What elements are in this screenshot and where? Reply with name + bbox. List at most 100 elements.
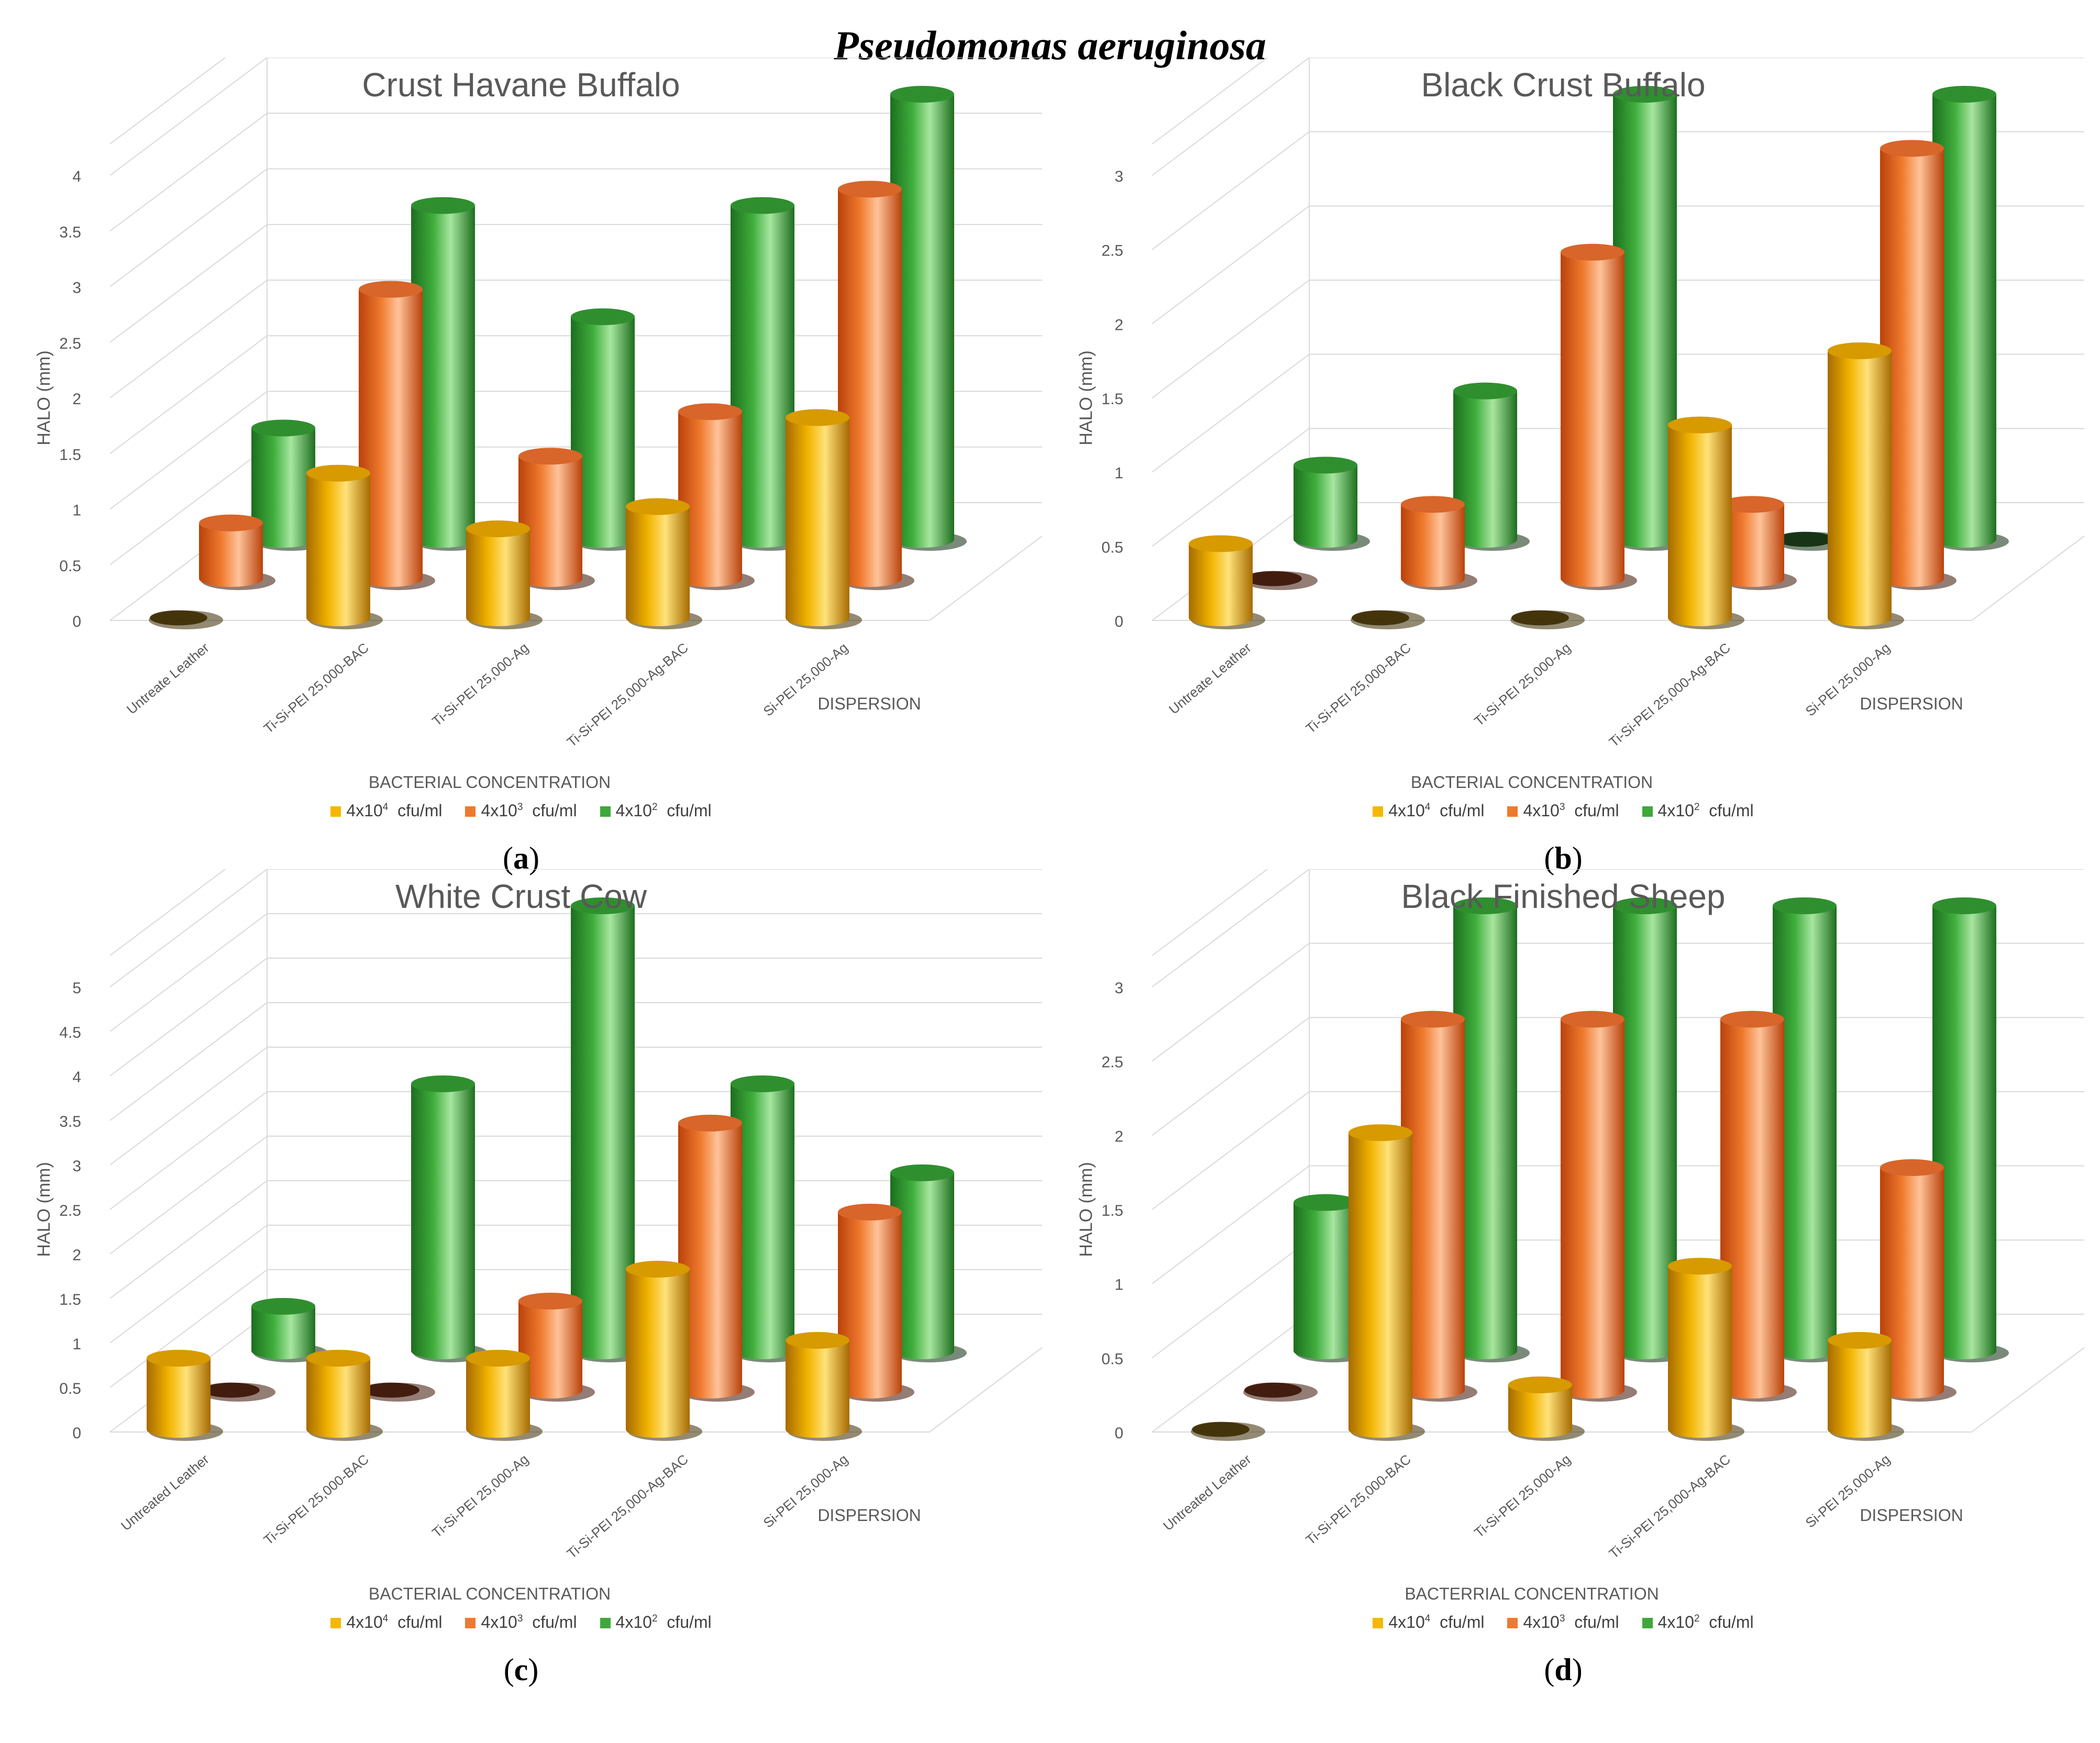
y-tick-label: 0 — [72, 1425, 81, 1442]
legend-base: 4x10 — [346, 801, 383, 820]
bar-c-s3-c2 — [411, 1075, 488, 1362]
legend-item: 4x104 cfu/ml — [330, 801, 442, 820]
bar-d-s1-c3 — [1508, 1376, 1585, 1441]
y-axis-label: HALO (mm) — [34, 350, 54, 445]
bar-d-s2-c4 — [1720, 1011, 1797, 1402]
y-tick-label: 1.5 — [59, 446, 81, 463]
bar-b-s2-c1 — [1243, 571, 1318, 590]
legend-unit: cfu/ml — [1565, 1613, 1619, 1631]
bar-a-s1-c3 — [466, 520, 543, 629]
y-tick-label: 3.5 — [59, 224, 81, 241]
bar-a-s2-c1 — [199, 514, 275, 590]
x-category-label: Ti-Si-PEI 25,000-Ag — [1471, 640, 1574, 729]
panel-label: (c) — [503, 1652, 539, 1687]
depth-axis-label: DISPERSION — [1860, 694, 1963, 713]
y-tick-label: 1.5 — [1101, 391, 1123, 408]
bar-d-s2-c5 — [1880, 1159, 1957, 1402]
legend-exponent: 2 — [651, 1613, 658, 1624]
chart-svg: 0 0.5 1 1.5 2 2.5 3 3.5 4 HALO (mm) Untreate Leath… — [34, 58, 1042, 792]
y-tick-label: 1 — [72, 502, 81, 519]
legend: 4x104 cfu/ml 4x103 cfu/ml 4x102 cfu/ml — [0, 1613, 1042, 1632]
legend-exponent: 4 — [382, 1613, 389, 1624]
bar-b-s3-c2 — [1453, 382, 1530, 551]
chart-panel-c: 0 0.5 1 1.5 2 2.5 3 3.5 4 4.5 5 HALO (mm) Untreated … — [0, 869, 1042, 1707]
legend-unit: cfu/ml — [523, 1613, 577, 1631]
legend-base: 4x10 — [481, 1613, 517, 1631]
panel-label: (d) — [1544, 1652, 1583, 1687]
bar-b-s1-c2 — [1351, 610, 1425, 629]
legend-unit: cfu/ml — [523, 801, 577, 820]
x-category-label: Untreate Leather — [124, 639, 212, 717]
bar-a-s1-c5 — [786, 409, 862, 629]
legend-item: 4x102 cfu/ml — [1642, 1613, 1754, 1632]
legend-unit: cfu/ml — [1565, 801, 1619, 820]
legend-exponent: 4 — [1424, 1613, 1431, 1624]
legend-unit: cfu/ml — [388, 801, 443, 820]
legend-base: 4x10 — [1388, 801, 1425, 820]
x-axis-label: BACTERRIAL CONCENTRATION — [1405, 1584, 1659, 1603]
legend: 4x104 cfu/ml 4x103 cfu/ml 4x102 cfu/ml — [1042, 1613, 2084, 1632]
x-category-label: Ti-Si-PEI 25,000-Ag — [1471, 1451, 1574, 1541]
legend-swatch — [600, 1618, 611, 1628]
bar-c-s2-c4 — [678, 1115, 755, 1402]
legend: 4x104 cfu/ml 4x103 cfu/ml 4x102 cfu/ml — [0, 801, 1042, 820]
legend-swatch — [330, 1618, 341, 1628]
bar-c-s2-c3 — [518, 1293, 595, 1402]
chart-title: Black Finished Sheep — [1401, 878, 1726, 915]
bar-c-s2-c5 — [838, 1204, 914, 1402]
legend: 4x104 cfu/ml 4x103 cfu/ml 4x102 cfu/ml — [1042, 801, 2084, 820]
chart-svg: 0 0.5 1 1.5 2 2.5 3 HALO (mm) Untreate Leather Ti… — [1076, 58, 2084, 792]
chart-panel-d: 0 0.5 1 1.5 2 2.5 3 HALO (mm) Untreated Leather T… — [1042, 869, 2084, 1707]
bar-c-s1-c1 — [147, 1350, 223, 1441]
y-tick-label: 0.5 — [59, 1380, 81, 1397]
x-axis-label: BACTERIAL CONCENTRATION — [369, 773, 611, 792]
legend-swatch — [1373, 1618, 1384, 1628]
y-tick-label: 2 — [1114, 316, 1123, 334]
legend-unit: cfu/ml — [1699, 801, 1754, 820]
legend-unit: cfu/ml — [1699, 1613, 1754, 1631]
y-tick-label: 2.5 — [1101, 242, 1123, 260]
legend-base: 4x10 — [346, 1613, 383, 1631]
bar-b-s1-c5 — [1828, 342, 1904, 629]
bar-b-s2-c2 — [1401, 496, 1477, 590]
bar-d-s1-c4 — [1668, 1258, 1744, 1441]
legend-exponent: 3 — [517, 802, 523, 813]
y-axis-label: HALO (mm) — [1076, 1162, 1096, 1257]
chart-svg: 0 0.5 1 1.5 2 2.5 3 HALO (mm) Untreated Leather T… — [1076, 869, 2084, 1603]
legend-base: 4x10 — [615, 1613, 652, 1631]
chart-panel-a: 0 0.5 1 1.5 2 2.5 3 3.5 4 HALO (mm) Untreate Leath… — [0, 58, 1042, 895]
legend-item: 4x104 cfu/ml — [330, 1613, 442, 1632]
y-tick-label: 0.5 — [1101, 1350, 1123, 1368]
chart-title: White Crust Cow — [395, 878, 647, 915]
bar-c-s2-c2 — [361, 1382, 435, 1402]
legend-unit: cfu/ml — [388, 1613, 443, 1631]
legend-unit: cfu/ml — [1430, 801, 1485, 820]
bar-b-s1-c1 — [1189, 535, 1265, 629]
legend-base: 4x10 — [1523, 1613, 1560, 1631]
legend-swatch — [1373, 806, 1384, 817]
bar-b-s1-c4 — [1668, 416, 1744, 629]
legend-item: 4x103 cfu/ml — [465, 1613, 577, 1632]
bar-d-s2-c1 — [1243, 1382, 1318, 1402]
bar-d-s2-c2 — [1401, 1011, 1477, 1402]
legend-swatch — [1642, 806, 1653, 817]
legend-unit: cfu/ml — [1430, 1613, 1485, 1631]
legend-base: 4x10 — [1523, 801, 1560, 820]
bar-a-s3-c2 — [411, 197, 488, 551]
bar-c-s3-c3 — [571, 897, 647, 1362]
bar-b-s3-c1 — [1294, 457, 1370, 551]
y-tick-label: 2.5 — [59, 1202, 81, 1219]
bar-d-s3-c5 — [1932, 897, 2009, 1362]
legend-exponent: 3 — [1559, 802, 1565, 813]
chart-title: Black Crust Buffalo — [1421, 66, 1706, 104]
legend-swatch — [465, 806, 476, 817]
y-axis-label: HALO (mm) — [34, 1162, 54, 1257]
bar-d-s1-c1 — [1191, 1422, 1265, 1441]
bar-d-s2-c3 — [1561, 1011, 1637, 1402]
y-tick-label: 0 — [1114, 613, 1123, 630]
legend-item: 4x103 cfu/ml — [465, 801, 577, 820]
legend-exponent: 3 — [1559, 1613, 1565, 1624]
legend-exponent: 4 — [382, 802, 389, 813]
depth-axis-label: DISPERSION — [817, 694, 921, 713]
